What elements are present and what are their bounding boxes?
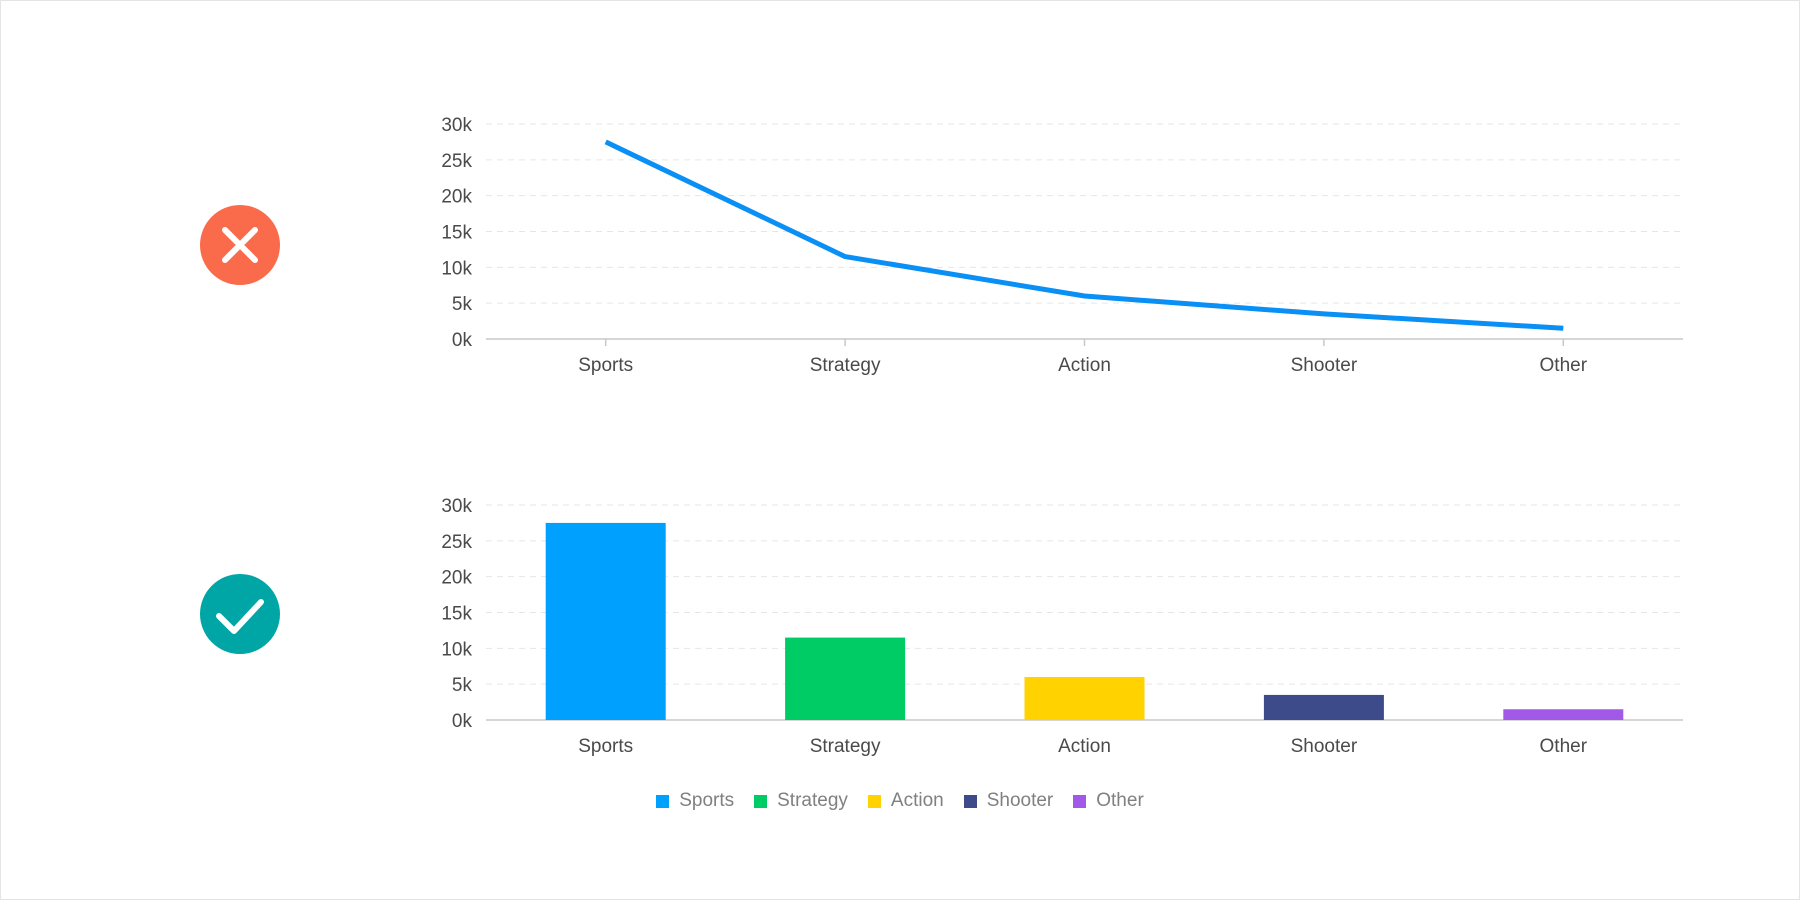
- legend-label: Other: [1096, 790, 1144, 811]
- y-tick-label: 5k: [452, 675, 473, 696]
- y-tick-label: 30k: [441, 115, 472, 136]
- legend-item[interactable]: Action: [867, 790, 944, 812]
- y-tick-label: 20k: [441, 568, 472, 589]
- legend-swatch: [867, 794, 881, 808]
- line-chart: 0k 5k 10k 15k 20k 25k 30k Sports Strategy Action S…: [441, 115, 1683, 376]
- legend-item[interactable]: Strategy: [754, 790, 848, 812]
- x-tick-label: Action: [1058, 736, 1111, 757]
- x-tick-label: Sports: [578, 736, 633, 757]
- legend-item[interactable]: Other: [1073, 790, 1144, 812]
- bar-strategy: [785, 637, 906, 720]
- legend-swatch: [754, 794, 768, 808]
- y-tick-label: 10k: [441, 258, 472, 279]
- bar-action: [1024, 677, 1145, 720]
- legend-label: Shooter: [986, 790, 1054, 811]
- check-icon: [200, 574, 280, 654]
- y-tick-label: 25k: [441, 532, 472, 553]
- y-tick-label: 15k: [441, 604, 472, 625]
- y-tick-label: 15k: [441, 223, 472, 244]
- wrong-icon: [200, 205, 280, 285]
- x-tick-label: Sports: [578, 355, 633, 376]
- y-tick-label: 0k: [452, 330, 473, 351]
- bar-chart: 0k 5k 10k 15k 20k 25k 30k Sports Strategy Action S…: [441, 496, 1683, 757]
- x-tick-label: Action: [1058, 355, 1111, 376]
- x-tick-label: Other: [1540, 355, 1588, 376]
- legend-item[interactable]: Sports: [656, 790, 734, 812]
- y-tick-label: 20k: [441, 187, 472, 208]
- y-tick-label: 0k: [452, 711, 473, 732]
- x-tick-label: Strategy: [810, 355, 881, 376]
- bar-sports: [545, 522, 666, 720]
- y-tick-label: 10k: [441, 639, 472, 660]
- y-tick-label: 5k: [452, 294, 473, 315]
- legend-label: Sports: [679, 790, 735, 811]
- legend-swatch: [656, 794, 670, 808]
- y-tick-label: 30k: [441, 496, 472, 517]
- legend-item[interactable]: Shooter: [963, 790, 1054, 812]
- x-tick-label: Other: [1540, 736, 1588, 757]
- x-tick-label: Shooter: [1291, 355, 1358, 376]
- legend-label: Strategy: [777, 790, 848, 811]
- x-tick-label: Strategy: [810, 736, 881, 757]
- legend: Sports Strategy Action Shooter Other: [0, 790, 1800, 812]
- series-line: [604, 139, 1564, 331]
- bar-other: [1503, 709, 1624, 720]
- legend-swatch: [1073, 794, 1087, 808]
- legend-label: Action: [890, 790, 944, 811]
- legend-swatch: [963, 794, 977, 808]
- bar-shooter: [1263, 694, 1384, 720]
- y-tick-label: 25k: [441, 151, 472, 172]
- x-tick-label: Shooter: [1291, 736, 1358, 757]
